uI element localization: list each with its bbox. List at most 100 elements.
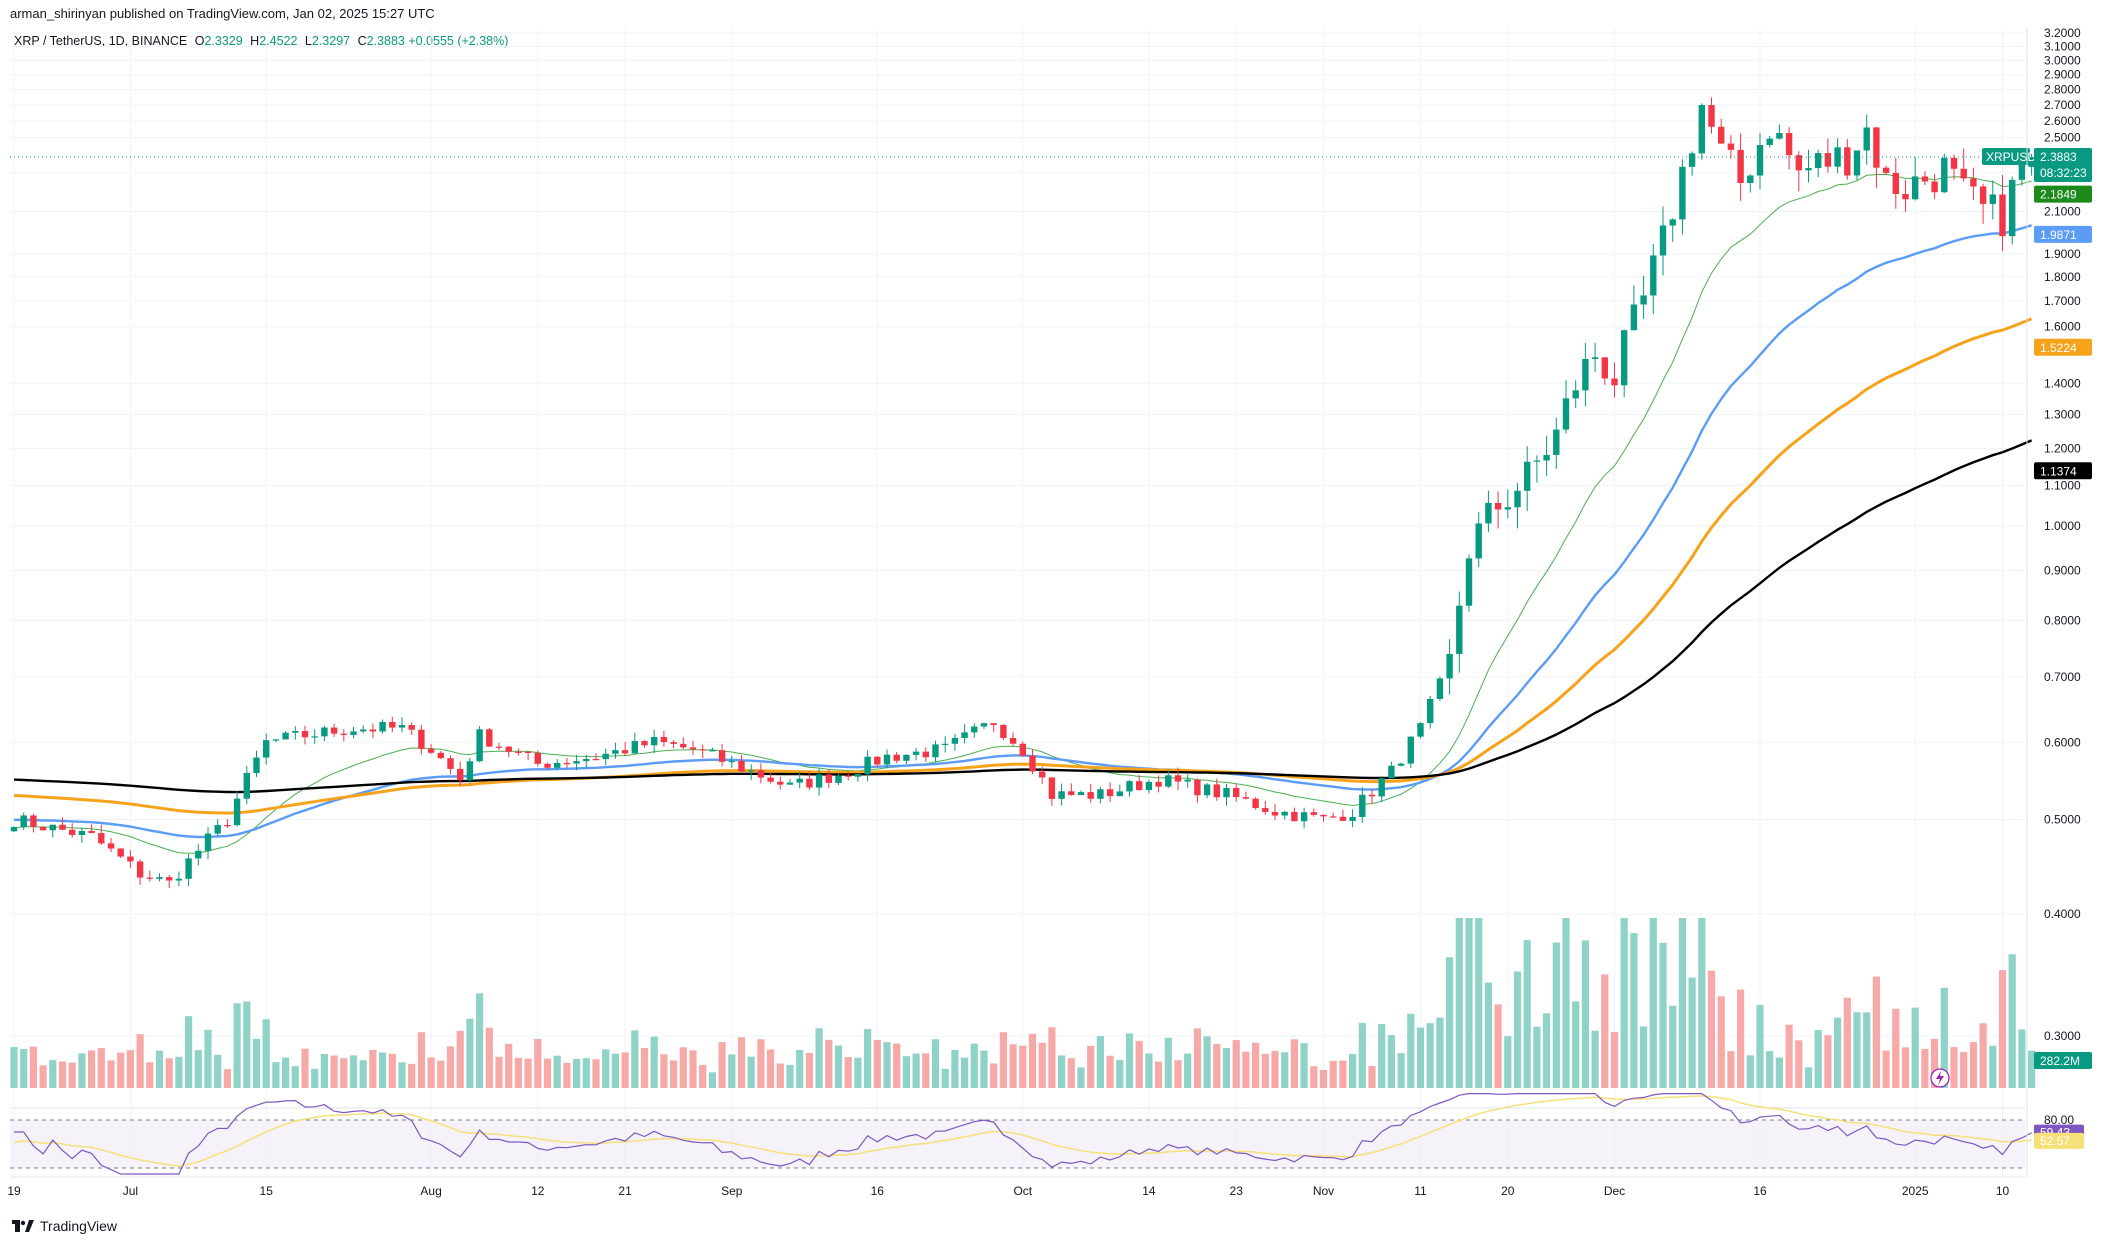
volume-bar [68,1062,76,1088]
candle-body [2028,156,2035,167]
candle-body [204,833,212,851]
volume-bar [1911,1007,1919,1088]
candle [1688,151,1696,176]
symbol-tag-label: XRPUSDT [1986,150,2044,164]
volume-bar [1940,987,1948,1088]
candle-body [1785,133,1793,156]
candle [883,749,891,769]
candle [253,750,260,777]
candle-body [1611,378,1618,386]
volume-bar [1300,1043,1308,1088]
candle [243,765,250,805]
candle [447,755,454,775]
candle-body [1407,736,1414,764]
candle [1582,342,1589,407]
candle-body [1882,167,1890,173]
candle-body [1359,794,1366,817]
volume-bar [204,1029,212,1088]
time-tick-label: Oct [1013,1184,1032,1198]
tradingview-logo[interactable]: TradingView [12,1218,117,1234]
candle-body [583,759,590,762]
volume-bar [1756,1005,1764,1088]
volume-bar [1659,942,1667,1088]
candle-body [1213,784,1220,798]
open-label: O [194,34,205,48]
volume-bar [543,1058,552,1088]
candle-body [1339,816,1347,821]
price-tag-value: 2.1849 [2040,188,2077,202]
time-tick-label: 21 [618,1184,632,1198]
volume-bar [39,1065,47,1088]
volume-bar [214,1054,222,1088]
candle [427,744,435,755]
volume-bar [1067,1058,1075,1088]
candle-body [1756,144,1764,176]
price-tick-label: 2.6000 [2044,114,2081,128]
volume-bar [670,1060,678,1088]
candle-body [680,743,687,748]
candle [670,740,677,749]
candle-body [1679,166,1686,220]
candle [1145,779,1153,794]
volume-bar [1368,1065,1376,1088]
candle-body [243,772,250,799]
volume-bar [1213,1043,1221,1088]
price-tick-label: 0.6000 [2044,735,2081,749]
candle-body [796,778,803,783]
candle [1359,787,1366,823]
candle [922,747,929,762]
candle-body [922,751,929,758]
candle-body [466,761,474,781]
volume-bar [1125,1033,1134,1088]
volume-bar [1387,1035,1395,1088]
candle [1611,362,1618,398]
candle [1727,135,1735,159]
candle-body [495,746,503,748]
volume-bar [767,1049,775,1088]
candle [864,750,871,782]
candle [1039,766,1046,784]
candle-body [651,736,658,746]
volume-bar [165,1058,173,1088]
candle [1417,722,1424,739]
candle-body [1960,168,1967,179]
volume-bar [553,1055,561,1088]
candle-body [1009,738,1017,744]
candle-body [1747,175,1754,184]
time-tick-label: 20 [1501,1184,1515,1198]
volume-bar [369,1049,377,1088]
candle [1465,554,1473,612]
candle-body [864,756,871,775]
candle-body [942,743,949,745]
candle-body [1116,791,1123,797]
candle-body [728,760,735,763]
candle [117,848,124,859]
candle-body [1921,176,1929,182]
candle-body [447,758,454,769]
candle [1494,491,1502,529]
candle [1349,809,1356,828]
candle [621,742,629,756]
candle-body [1979,186,1987,204]
candle [457,761,464,786]
volume-bar [1591,1030,1599,1088]
candle-body [408,725,415,730]
volume-bar [951,1049,959,1088]
volume-bar [1931,1038,1939,1088]
volume-bar [1562,918,1570,1088]
volume-bar [107,1060,115,1088]
volume-bar [1872,976,1880,1088]
candle [1805,149,1812,183]
candle [107,837,115,853]
price-tick-label: 0.4000 [2044,907,2081,921]
volume-bar [1397,1053,1405,1088]
candle [1213,778,1220,801]
volume-bar [844,1057,852,1088]
candle [1815,149,1822,178]
candle-body [379,721,386,732]
volume-bar [883,1042,891,1088]
candle-body [815,774,823,788]
candle [1601,357,1608,385]
